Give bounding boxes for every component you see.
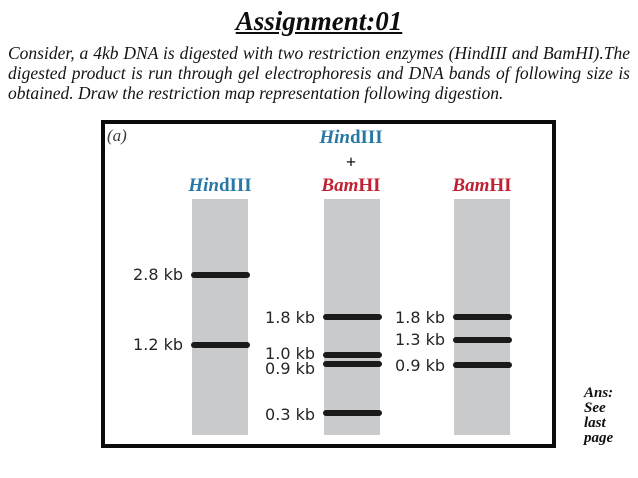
band-lane3-1-3kb: [453, 337, 512, 343]
band-lane3-0-9kb: [453, 362, 512, 368]
band-lane2-0-9kb: [323, 361, 382, 367]
band-lane2-0-3kb: [323, 410, 382, 416]
lane1-enzyme-label-hindiii: HindIII: [188, 175, 251, 197]
enzyme-roman-part: HI: [489, 175, 512, 196]
enzyme-italic-part: Bam: [321, 175, 359, 196]
intro-line-1: Consider, a 4kb DNA is digested with two…: [8, 43, 630, 63]
answer-note-line: Ans:: [584, 385, 614, 401]
enzyme-italic-part: Bam: [452, 175, 490, 196]
enzyme-italic-part: Hin: [188, 175, 219, 196]
intro-line-2: digested product is run through gel elec…: [8, 63, 630, 83]
band-lane1-1-2kb: [191, 342, 250, 348]
panel-label: (a): [107, 126, 127, 145]
answer-note: Ans: See last page: [584, 386, 613, 446]
band-size-label: 1.3 kb: [395, 330, 445, 349]
answer-note-line: last: [584, 415, 606, 431]
band-size-label: 1.8 kb: [265, 308, 315, 327]
gel-lane-hindiii: [192, 199, 248, 435]
band-lane3-1-8kb: [453, 314, 512, 320]
enzyme-roman-part: dIII: [218, 175, 252, 196]
enzyme-roman-part: dIII: [349, 127, 383, 148]
lane2-enzyme-label-hindiii: HindIII: [319, 127, 382, 149]
band-size-label: 1.2 kb: [133, 335, 183, 354]
band-size-label: 0.9 kb: [265, 359, 315, 378]
band-lane2-1-0kb: [323, 352, 382, 358]
band-size-label: 1.0 kb: [265, 344, 315, 363]
band-lane1-2-8kb: [191, 272, 250, 278]
band-size-label: 1.8 kb: [395, 308, 445, 327]
lane2-enzyme-label-bamhi: BamHI: [321, 175, 380, 197]
intro-text: Consider, a 4kb DNA is digested with two…: [8, 43, 630, 103]
plus-sign: +: [345, 152, 357, 172]
band-size-label: 2.8 kb: [133, 265, 183, 284]
lane3-enzyme-label-bamhi: BamHI: [452, 175, 511, 197]
answer-note-line: page: [584, 430, 614, 446]
enzyme-italic-part: Hin: [319, 127, 350, 148]
enzyme-roman-part: HI: [358, 175, 381, 196]
answer-note-line: See: [584, 400, 606, 416]
page-title: Assignment:01: [235, 6, 403, 36]
gel-electrophoresis-figure: (a) HindIII HindIII + BamHI BamHI 2.8 kb…: [101, 120, 556, 448]
band-lane2-1-8kb: [323, 314, 382, 320]
intro-line-3: obtained. Draw the restriction map repre…: [8, 83, 504, 103]
band-size-label: 0.9 kb: [395, 356, 445, 375]
band-size-label: 0.3 kb: [265, 405, 315, 424]
